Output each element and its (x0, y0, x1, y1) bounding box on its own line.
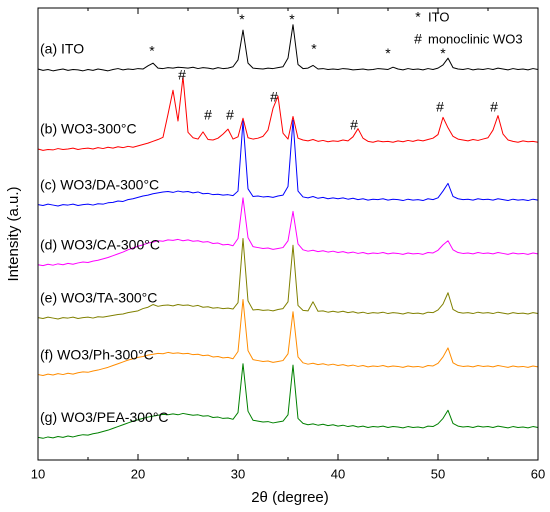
key-symbol: # (414, 31, 422, 47)
peak-marker: # (204, 107, 212, 123)
peak-marker: * (440, 45, 446, 61)
peak-marker: # (270, 89, 278, 105)
x-tick-label: 60 (531, 466, 545, 481)
peak-marker: * (149, 43, 155, 59)
x-tick-label: 40 (331, 466, 345, 481)
x-tick-label: 20 (131, 466, 145, 481)
xrd-trace (37, 238, 539, 320)
key-label: monoclinic WO3 (428, 31, 523, 46)
xrd-trace (37, 363, 539, 439)
xrd-trace (37, 197, 539, 267)
x-axis-label: 2θ (degree) (251, 489, 329, 506)
key-symbol: * (415, 9, 421, 25)
xrd-trace (37, 119, 539, 207)
x-tick-label: 30 (231, 466, 245, 481)
trace-label: (f) WO3/Ph-300°C (40, 346, 154, 362)
trace-label: (d) WO3/CA-300°C (40, 236, 160, 252)
xrd-trace (37, 76, 539, 151)
peak-marker: # (436, 99, 444, 115)
y-axis-label: Intensity (a.u.) (5, 186, 22, 281)
plot-frame (37, 7, 539, 461)
xrd-trace (37, 299, 539, 376)
peak-marker: # (490, 99, 498, 115)
peak-marker: * (289, 11, 295, 27)
peak-marker: * (239, 11, 245, 27)
peak-marker: # (178, 67, 186, 83)
peak-marker: # (350, 117, 358, 133)
trace-label: (g) WO3/PEA-300°C (40, 409, 169, 425)
peak-marker: # (226, 107, 234, 123)
x-tick-label: 10 (31, 466, 45, 481)
trace-label: (e) WO3/TA-300°C (40, 289, 157, 305)
trace-label: (c) WO3/DA-300°C (40, 176, 159, 192)
trace-label: (b) WO3-300°C (40, 121, 137, 137)
key-label: ITO (428, 9, 449, 24)
peak-marker: * (385, 45, 391, 61)
peak-marker: * (311, 41, 317, 57)
xrd-trace (37, 24, 539, 72)
x-tick-label: 50 (431, 466, 445, 481)
trace-label: (a) ITO (40, 41, 84, 57)
